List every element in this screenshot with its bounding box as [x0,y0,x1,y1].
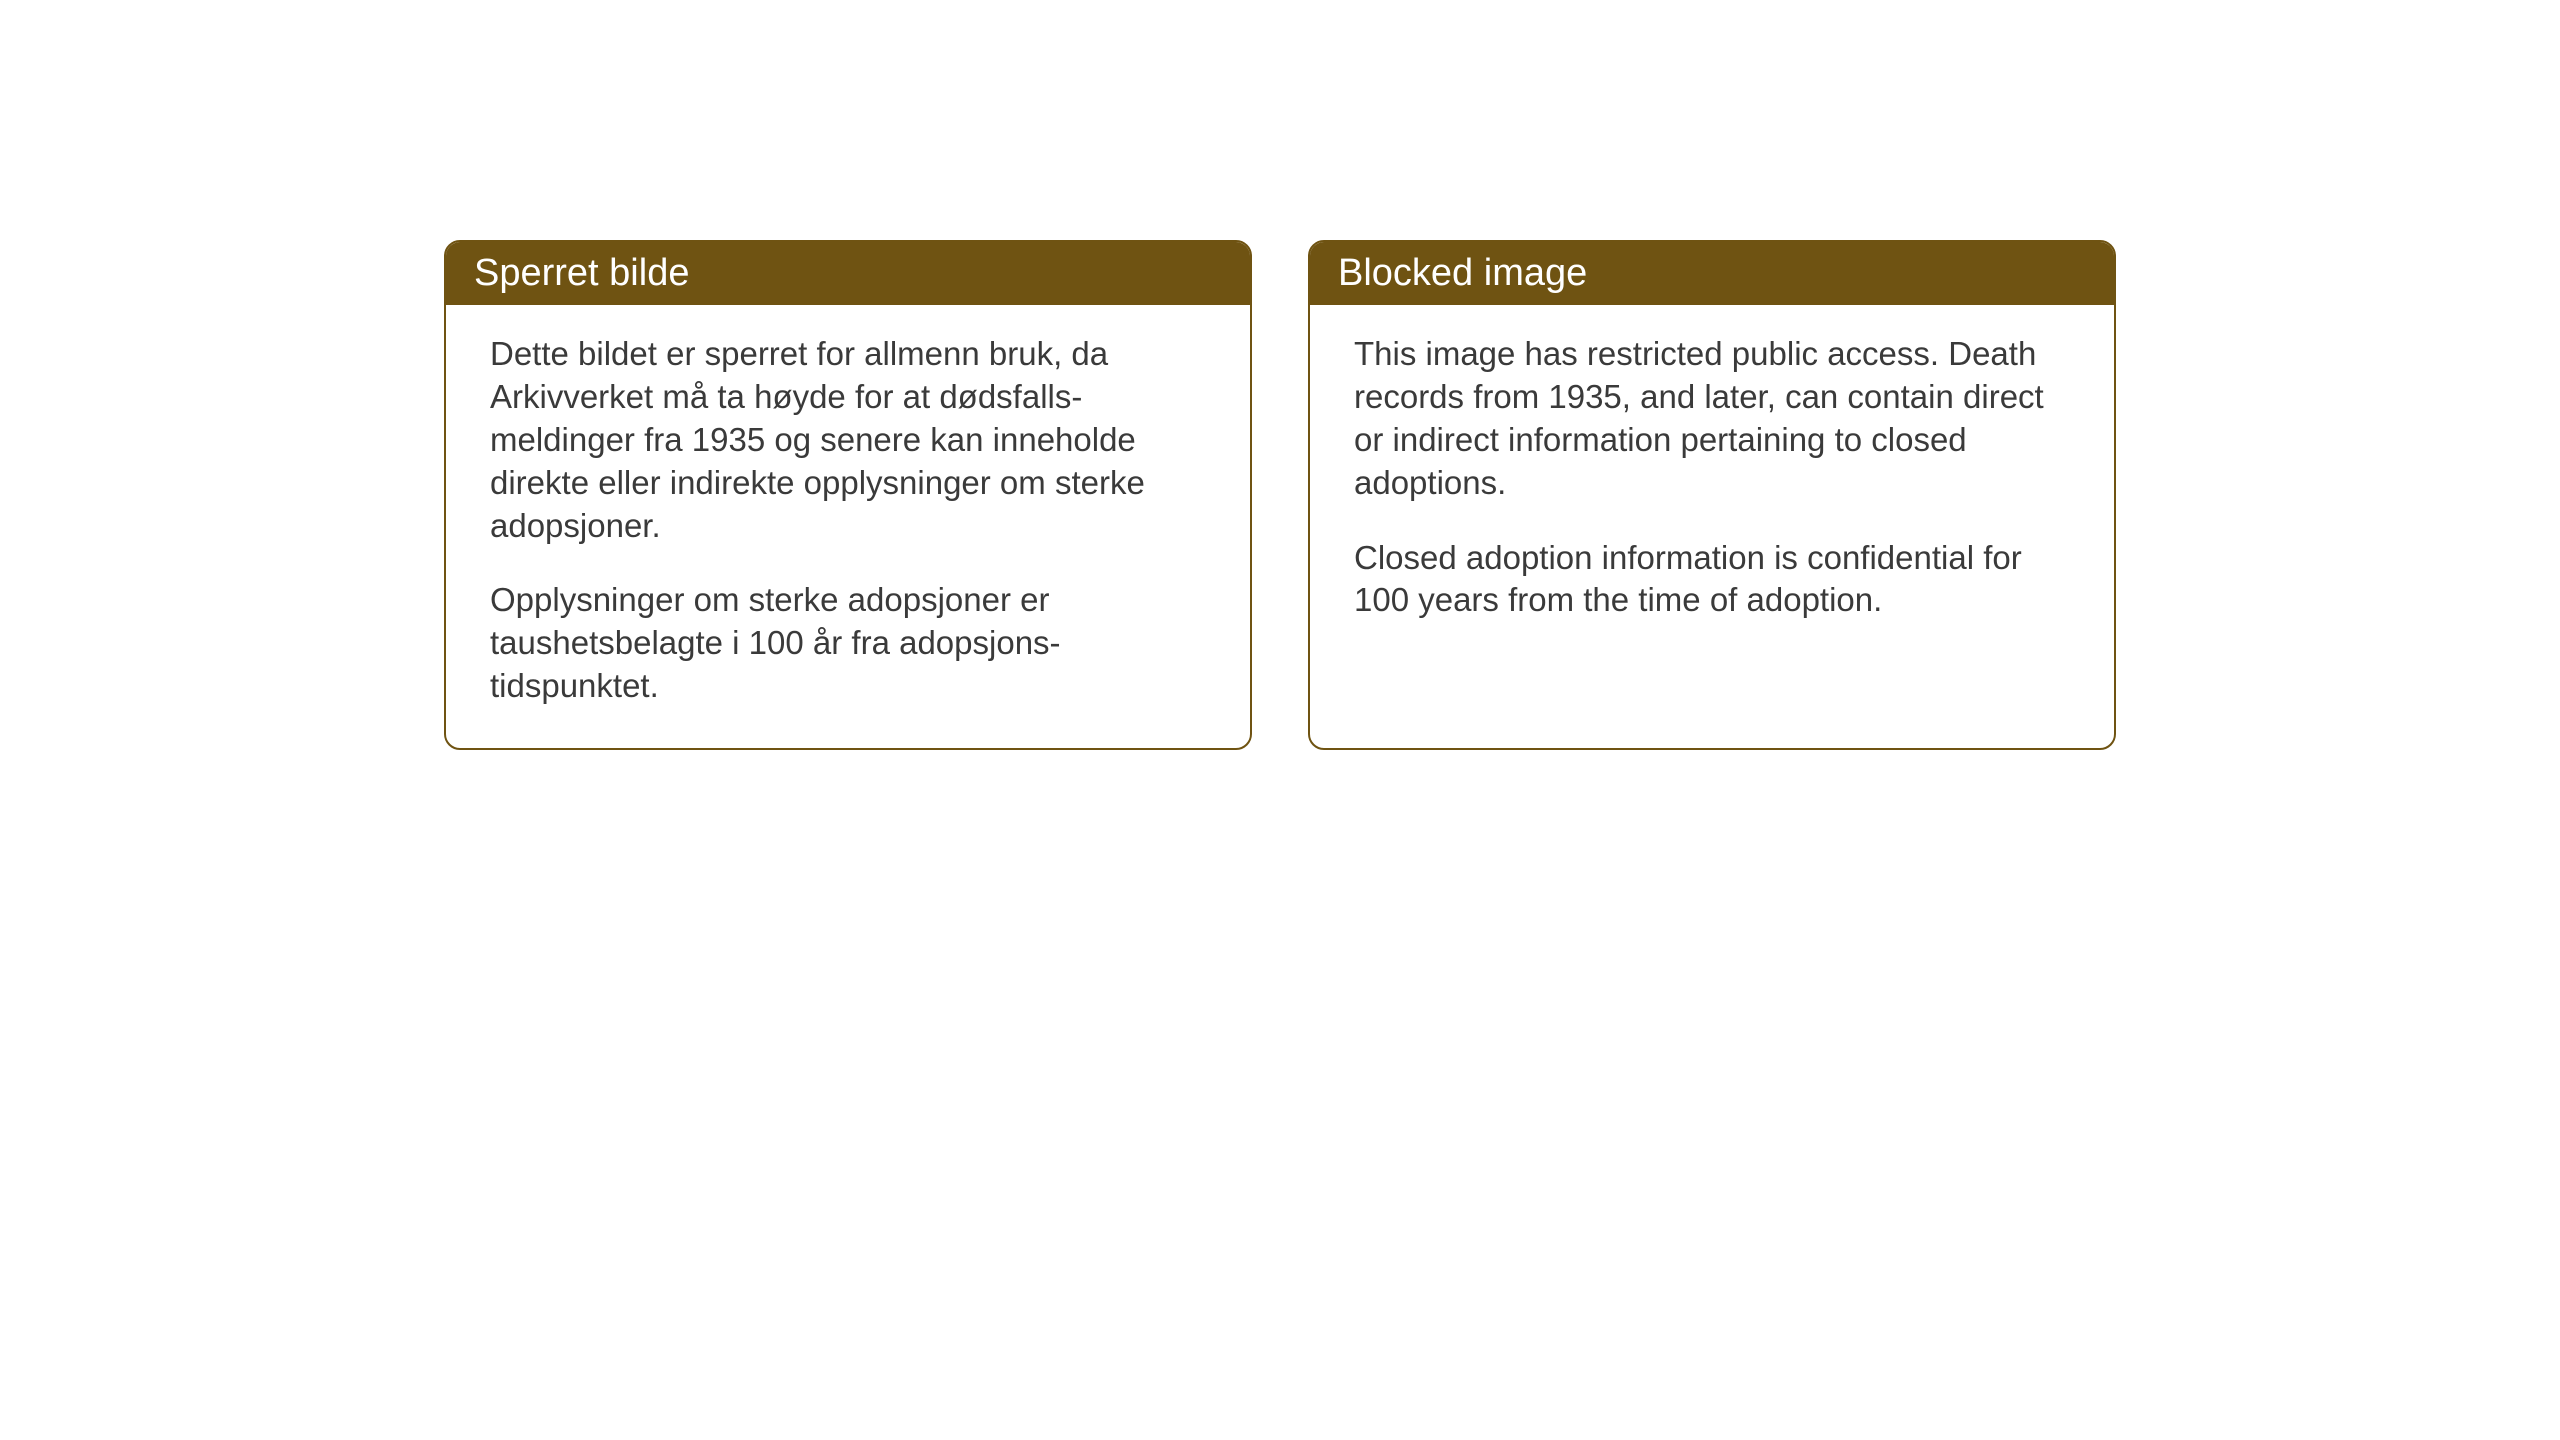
norwegian-card-header: Sperret bilde [446,242,1250,305]
english-card-header: Blocked image [1310,242,2114,305]
norwegian-card-body: Dette bildet er sperret for allmenn bruk… [446,305,1250,748]
english-card: Blocked image This image has restricted … [1308,240,2116,750]
norwegian-paragraph-2: Opplysninger om sterke adopsjoner er tau… [490,579,1206,708]
english-paragraph-1: This image has restricted public access.… [1354,333,2070,505]
cards-container: Sperret bilde Dette bildet er sperret fo… [444,240,2116,750]
english-card-body: This image has restricted public access.… [1310,305,2114,702]
norwegian-card: Sperret bilde Dette bildet er sperret fo… [444,240,1252,750]
norwegian-paragraph-1: Dette bildet er sperret for allmenn bruk… [490,333,1206,547]
english-paragraph-2: Closed adoption information is confident… [1354,537,2070,623]
